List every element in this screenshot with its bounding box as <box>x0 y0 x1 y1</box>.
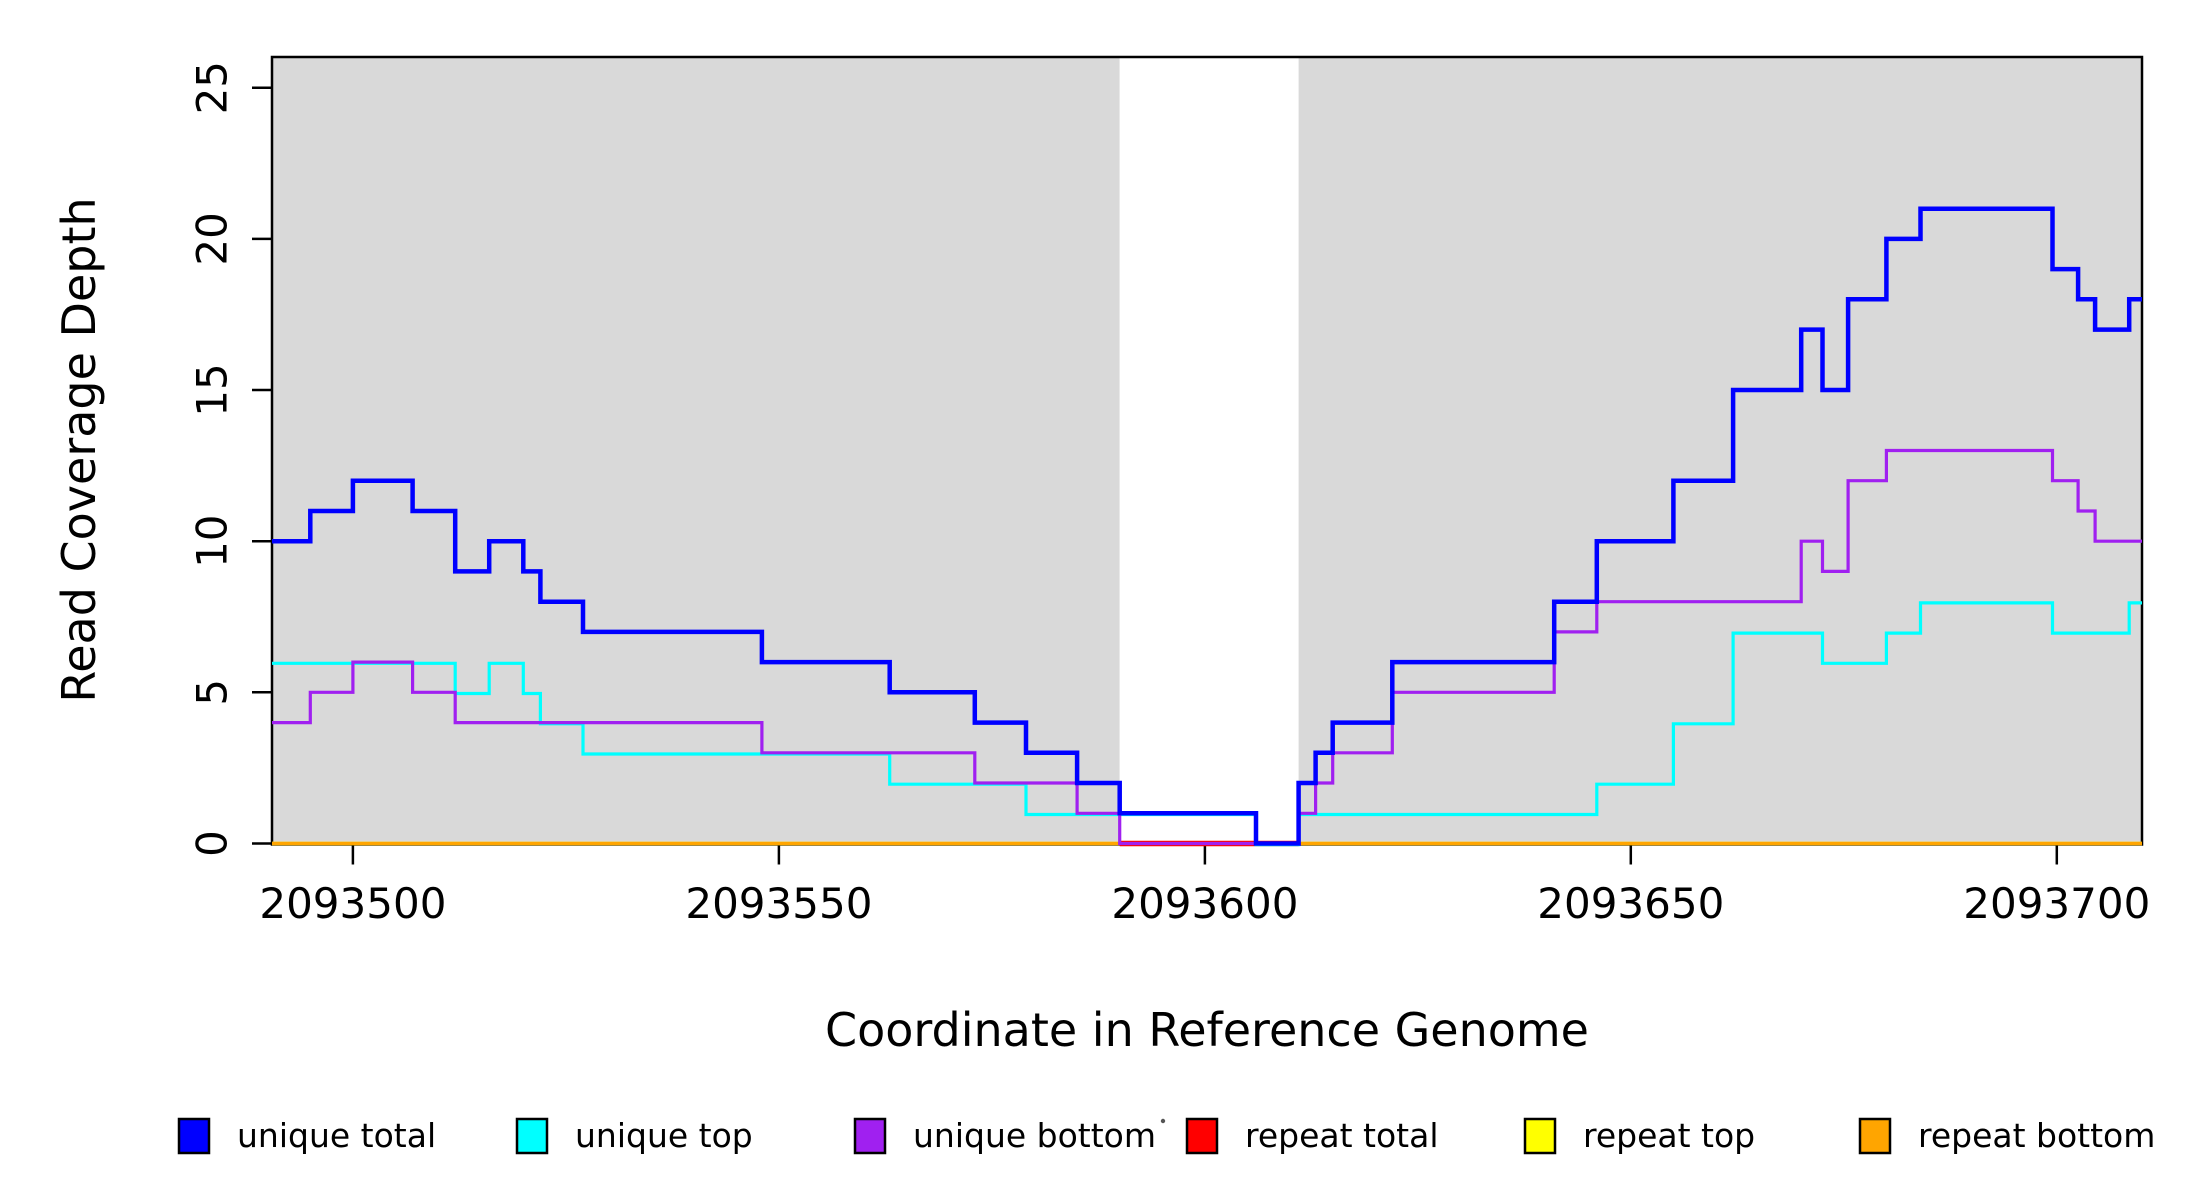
series-unique-bottom <box>272 448 2142 846</box>
legend: unique total unique top unique bottom repea… <box>177 1116 2155 1155</box>
legend-label: unique total <box>237 1116 436 1155</box>
x-tick-label: 2093500 <box>259 879 446 928</box>
legend-label: repeat bottom <box>1918 1116 2155 1155</box>
plot-area: 2093500 2093550 2093600 2093650 2093700 0 5 10 1… <box>188 55 2150 928</box>
y-tick-label: 5 <box>188 679 237 706</box>
x-axis-title: Coordinate in Reference Genome <box>825 1003 1589 1057</box>
background-region-white-gap <box>1119 57 1299 845</box>
x-tick-label: 2093650 <box>1537 879 1724 928</box>
y-tick-label: 15 <box>188 363 237 416</box>
legend-swatch-unique-top <box>515 1117 549 1155</box>
y-axis-title: Read Coverage Depth <box>52 197 106 702</box>
legend-swatch-repeat-total <box>1185 1117 1219 1155</box>
background-region-gray-left <box>272 57 1120 845</box>
y-tick-label: 20 <box>188 212 237 265</box>
legend-item-repeat-top: repeat top <box>1523 1116 1755 1155</box>
legend-swatch-repeat-top <box>1523 1117 1557 1155</box>
series-line-unique-bottom <box>272 448 2142 846</box>
legend-item-unique-top: unique top <box>515 1116 753 1155</box>
series-unique-total <box>272 206 2142 846</box>
series-line-unique-total <box>272 206 2142 846</box>
stray-dot-artifact <box>1160 1118 1166 1124</box>
y-tick-label: 25 <box>188 61 237 114</box>
legend-swatch-repeat-bottom <box>1858 1117 1892 1155</box>
x-tick-label: 2093550 <box>685 879 872 928</box>
legend-item-repeat-total: repeat total <box>1185 1116 1439 1155</box>
legend-item-unique-bottom: unique bottom <box>853 1116 1156 1155</box>
legend-item-repeat-bottom: repeat bottom <box>1858 1116 2155 1155</box>
legend-label: unique bottom <box>913 1116 1156 1155</box>
y-tick-label: 10 <box>188 514 237 567</box>
legend-swatch-unique-bottom <box>853 1117 887 1155</box>
legend-label: unique top <box>575 1116 753 1155</box>
legend-label: repeat total <box>1245 1116 1439 1155</box>
x-tick-label: 2093600 <box>1111 879 1298 928</box>
legend-label: repeat top <box>1583 1116 1755 1155</box>
x-tick-label: 2093700 <box>1963 879 2150 928</box>
legend-item-unique-total: unique total <box>177 1116 436 1155</box>
legend-swatch-unique-total <box>177 1117 211 1155</box>
y-tick-label: 0 <box>188 830 237 857</box>
